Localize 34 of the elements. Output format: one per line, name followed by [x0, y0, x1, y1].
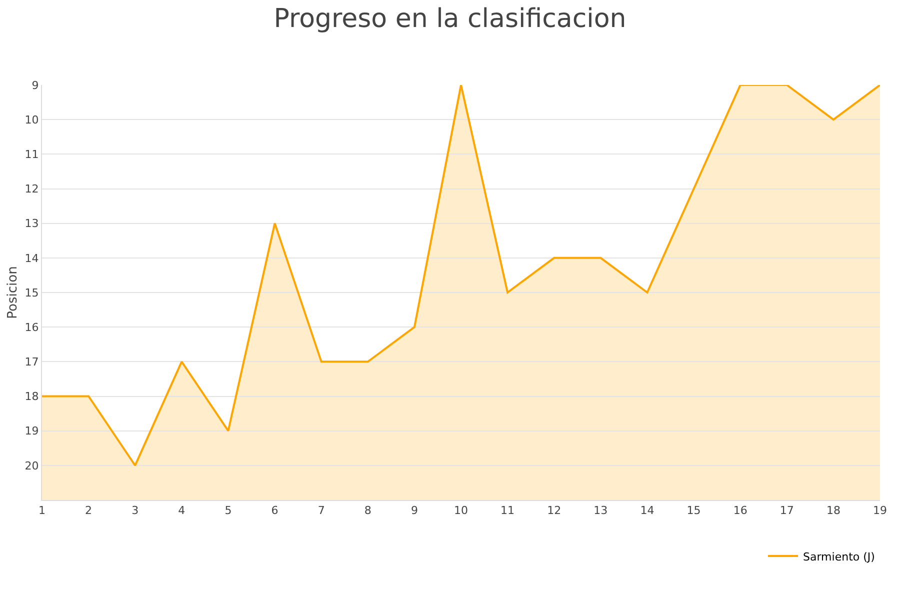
y-tick-label: 15 — [24, 286, 39, 300]
x-tick-label: 18 — [826, 504, 840, 518]
y-tick-label: 14 — [24, 252, 39, 265]
y-tick-label: 11 — [24, 148, 39, 162]
y-tick-label: 13 — [24, 217, 39, 230]
x-tick-label: 9 — [410, 504, 418, 518]
y-tick-label: 18 — [24, 390, 39, 404]
x-tick-label: 1 — [38, 504, 46, 518]
y-tick-label: 10 — [24, 113, 39, 126]
x-tick-label: 14 — [640, 504, 654, 518]
x-tick-label: 12 — [547, 504, 562, 518]
x-tick-label: 3 — [132, 504, 139, 518]
x-tick-label: 15 — [686, 504, 701, 518]
y-tick-label: 20 — [24, 459, 39, 472]
x-tick-label: 6 — [271, 504, 278, 518]
x-tick-label: 10 — [454, 504, 468, 518]
x-tick-label: 11 — [500, 504, 515, 518]
y-tick-label: 12 — [24, 182, 39, 196]
x-tick-label: 8 — [364, 504, 372, 518]
x-tick-label: 17 — [780, 504, 794, 518]
y-tick-label: 16 — [24, 320, 39, 334]
x-tick-label: 19 — [873, 504, 887, 518]
y-tick-label: 9 — [32, 78, 39, 92]
y-axis-title: Posicion — [6, 266, 21, 319]
x-tick-label: 16 — [733, 504, 748, 518]
legend-label: Sarmiento (J) — [803, 550, 875, 564]
x-tick-label: 7 — [318, 504, 325, 518]
x-tick-label: 13 — [594, 504, 608, 518]
x-tick-label: 4 — [178, 504, 186, 518]
y-tick-label: 17 — [24, 356, 39, 369]
x-tick-label: 5 — [224, 504, 232, 518]
chart-title: Progreso en la clasificacion — [274, 4, 626, 34]
y-tick-label: 19 — [24, 424, 39, 438]
x-tick-label: 2 — [85, 504, 92, 518]
